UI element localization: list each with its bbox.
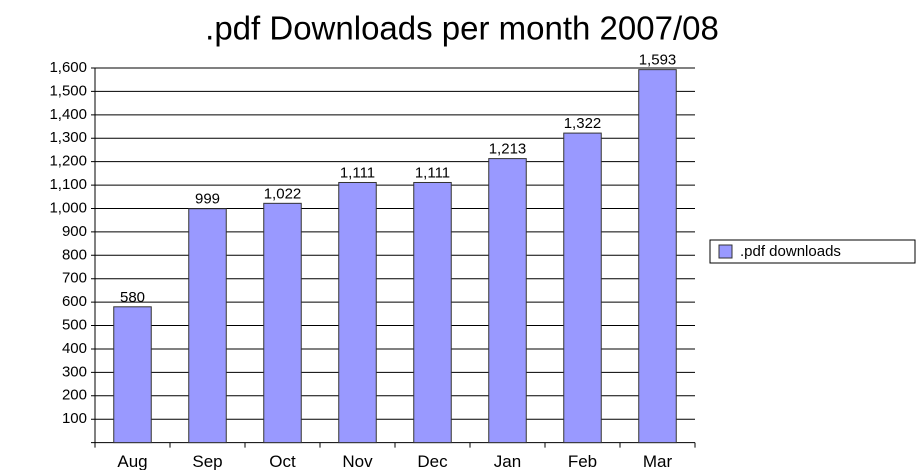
x-tick-label: Dec (417, 452, 448, 470)
bar (338, 181, 377, 444)
bar (413, 181, 452, 444)
x-tick-label: Mar (643, 452, 673, 470)
y-tick-label: 1,100 (49, 176, 87, 193)
data-label: 999 (195, 191, 220, 208)
y-tick-label: 700 (62, 270, 87, 287)
x-tick-label: Sep (192, 452, 222, 470)
x-tick-label: Jan (494, 452, 521, 470)
bar (488, 158, 527, 444)
bar (263, 202, 302, 444)
data-label: 1,111 (415, 164, 450, 181)
y-tick-label: 500 (62, 317, 87, 334)
y-tick-label: 300 (62, 363, 87, 380)
y-tick-label: 200 (62, 387, 87, 404)
data-label: 580 (120, 289, 145, 306)
y-tick-label: 100 (62, 410, 87, 427)
bar (563, 132, 602, 444)
y-tick-label: 1,600 (49, 59, 87, 76)
data-label: 1,213 (489, 141, 527, 158)
bar (638, 69, 677, 444)
y-tick-label: 1,400 (49, 106, 87, 123)
bar (188, 208, 227, 444)
x-tick-label: Aug (117, 452, 147, 470)
bar (113, 306, 152, 444)
y-tick-label: 400 (62, 340, 87, 357)
data-label: 1,111 (340, 164, 375, 181)
legend-swatch (718, 244, 733, 259)
y-tick-label: 900 (62, 223, 87, 240)
y-tick-label: 1,200 (49, 153, 87, 170)
x-tick-label: Nov (342, 452, 373, 470)
y-tick-label: 1,500 (49, 82, 87, 99)
chart-title: .pdf Downloads per month 2007/08 (205, 10, 719, 47)
y-tick-label: 800 (62, 246, 87, 263)
x-tick-label: Feb (568, 452, 597, 470)
y-tick-label: 1,300 (49, 129, 87, 146)
legend-label: .pdf downloads (740, 243, 841, 260)
legend-box (709, 239, 916, 264)
data-label: 1,593 (639, 52, 677, 69)
data-label: 1,022 (264, 185, 302, 202)
y-tick-label: 1,000 (49, 199, 87, 216)
y-tick-label: 600 (62, 293, 87, 310)
x-tick-label: Oct (269, 452, 296, 470)
data-label: 1,322 (564, 115, 602, 132)
